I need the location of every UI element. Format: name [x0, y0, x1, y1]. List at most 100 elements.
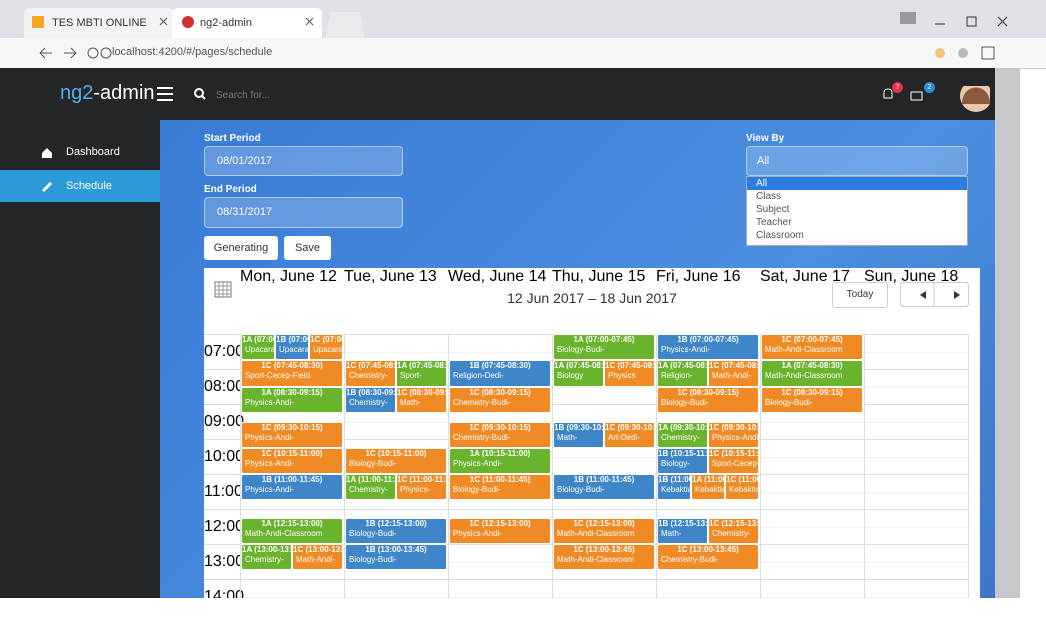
event[interactable]: 1B (12:15-13:00) Biology-Budi-: [345, 517, 447, 544]
event-body: Biology-Budi-: [349, 528, 397, 538]
event[interactable]: 1C (10:15-11:00)Sport-Cecep-: [708, 447, 759, 474]
search[interactable]: Search for...: [216, 90, 270, 101]
event[interactable]: 1C (10:15-11:00) Physics-Andi-: [241, 447, 343, 474]
event[interactable]: 1C (07:45-08:30)Chemistry-: [345, 360, 396, 387]
event-title: 1C (09:30-10:15): [469, 422, 531, 432]
event[interactable]: 1B (10:15-11:00)Biology-: [657, 447, 708, 474]
header-icons[interactable]: [880, 86, 990, 118]
event[interactable]: 1B (13:00-13:45) Biology-Budi-: [345, 544, 447, 571]
view-select[interactable]: All: [746, 146, 968, 176]
event[interactable]: 1C (10:15-11:00) Biology-Budi-: [345, 447, 447, 474]
brand[interactable]: ng2-admin: [60, 82, 155, 105]
today-button[interactable]: Today: [832, 282, 888, 308]
day-line: [448, 334, 449, 598]
event-body: Chemistry-: [712, 528, 751, 538]
event-title: 1A (12:15-13:00): [261, 518, 323, 528]
event-body: Art-Dedi-: [608, 432, 641, 442]
event[interactable]: 1B (09:30-10:15)Math-: [553, 421, 604, 448]
event[interactable]: 1A (07:45-08:30) Math-Andi-Classroom: [761, 360, 863, 387]
event[interactable]: 1C (07:00-07:45) Math-Andi-Classroom: [761, 334, 863, 361]
button[interactable]: Generating: [204, 236, 278, 260]
nav-buttons[interactable]: [900, 282, 970, 308]
event-body: Physics: [608, 371, 636, 381]
event[interactable]: 1C (08:30-09:15) Biology-Budi-: [761, 386, 863, 413]
option[interactable]: All: [747, 177, 967, 190]
event[interactable]: 1B (07:45-08:30) Religion-Dedi-: [449, 360, 551, 387]
event[interactable]: 1C (11:00-11:45) Biology-Budi-: [449, 474, 551, 501]
event-title: 1C (08:30-09:15): [781, 387, 843, 397]
event-title: 1C (12:15-13:00): [573, 518, 635, 528]
event-body: Biology-Budi-: [349, 555, 397, 564]
half-line: [240, 386, 968, 388]
event[interactable]: 1B (07:00-07:45) Physics-Andi-: [657, 334, 759, 361]
event[interactable]: 1C (12:15-13:00) Math-Andi-Classroom: [553, 517, 655, 544]
event[interactable]: 1A (07:45-08:30)Biology: [553, 360, 604, 387]
event-body: Religion-: [661, 371, 693, 381]
tab[interactable]: TES MBTI ONLINE: [24, 8, 174, 38]
event-title: 1C (07:45-08:30): [605, 361, 655, 371]
event-body: Kebaktian: [661, 485, 690, 494]
event[interactable]: 1C (12:15-13:00) Physics-Andi-: [449, 517, 551, 544]
event-title: 1B (07:00-07:45): [677, 335, 739, 344]
event[interactable]: 1C (13:00-13:45) Math-Andi-Classroom: [553, 544, 655, 571]
event[interactable]: 1C (08:30-09:15) Chemistry-Budi-: [449, 386, 551, 413]
event[interactable]: 1A (10:15-11:00) Physics-Andi-: [449, 447, 551, 474]
event[interactable]: 1B (11:00-11:45) Physics-Andi-: [241, 474, 343, 501]
tab[interactable]: ng2-admin: [172, 8, 322, 38]
day-line: [240, 334, 241, 598]
event[interactable]: 1A (07:45-08:30)Religion-: [657, 360, 708, 387]
event[interactable]: 1C (09:30-10:15)Physics-Andi-: [241, 421, 343, 448]
event-body: Chemistry-: [349, 371, 388, 381]
event-title: 1A (11:00-11:45): [692, 475, 725, 484]
event[interactable]: 1B (08:30-09:15)Chemistry-: [345, 386, 396, 413]
url[interactable]: localhost:4200/#/pages/schedule: [112, 46, 273, 58]
event[interactable]: 1A (07:00-07:45) Biology-Budi-: [553, 334, 655, 361]
calendar: 12 Jun 2017 – 18 Jun 2017 Today Mon, Jun…: [204, 268, 980, 598]
event-body: Math-: [400, 397, 421, 407]
event-body: Religion-Dedi-: [453, 371, 504, 381]
option[interactable]: Teacher: [747, 216, 967, 229]
event[interactable]: 1C (13:00-13:45) Chemistry-Budi-: [657, 544, 759, 571]
event[interactable]: 1A (08:30-09:15) Physics-Andi-: [241, 386, 343, 413]
event[interactable]: 1C (07:00-07:45)Upacara: [309, 334, 343, 361]
option[interactable]: Classroom: [747, 229, 967, 242]
event[interactable]: 1C (07:45-08:30) Sport-Cecep-Field: [241, 360, 343, 387]
event-title: 1C (07:45-08:30): [346, 361, 396, 371]
brand-a: ng2: [60, 82, 94, 104]
option[interactable]: Class: [747, 190, 967, 203]
event[interactable]: 1C (08:30-09:15) Biology-Budi-: [657, 386, 759, 413]
event[interactable]: 1C (07:45-08:30)Physics: [604, 360, 655, 387]
start-input[interactable]: 08/01/2017: [204, 146, 403, 176]
event[interactable]: 1A (07:00-07:45)Upacara: [241, 334, 275, 361]
event[interactable]: 1A (11:00-11:45)Kebaktian: [691, 474, 725, 501]
event[interactable]: 1A (07:45-08:30)Sport-: [396, 360, 447, 387]
event[interactable]: 1A (09:30-10:15)Chemistry-: [657, 421, 708, 448]
event[interactable]: 1C (13:00-13:45)Math-Andi-: [292, 544, 343, 571]
event[interactable]: 1C (09:30-10:15)Art-Dedi-: [604, 421, 655, 448]
event[interactable]: 1C (08:30-09:15)Math-: [396, 386, 447, 413]
button[interactable]: Save: [284, 236, 331, 260]
option[interactable]: Subject: [747, 203, 967, 216]
event[interactable]: 1B (11:00-11:45) Biology-Budi-: [553, 474, 655, 501]
event[interactable]: 1C (11:00-11:45)Physics-: [396, 474, 447, 501]
event[interactable]: 1C (12:15-13:00)Chemistry-: [708, 517, 759, 544]
event[interactable]: 1B (11:00-11:45)Kebaktian: [657, 474, 691, 501]
hour-label: 11:00: [204, 483, 243, 500]
menu-icons[interactable]: [155, 84, 215, 104]
event-body: Chemistry-Budi-: [661, 555, 719, 564]
event[interactable]: 1C (09:30-10:15) Chemistry-Budi-: [449, 421, 551, 448]
event[interactable]: 1C (11:00-11:45)Kebaktian: [725, 474, 759, 501]
nav-item[interactable]: Schedule: [0, 170, 160, 202]
nav-item[interactable]: Dashboard: [66, 146, 120, 158]
event[interactable]: 1A (13:00-13:45)Chemistry-: [241, 544, 292, 571]
event[interactable]: 1C (09:30-10:15)Physics-Andi-: [708, 421, 759, 448]
hour-label: 09:00: [204, 413, 245, 430]
event[interactable]: 1C (07:45-08:30)Math-Andi-: [708, 360, 759, 387]
event[interactable]: 1A (12:15-13:00) Math-Andi-Classroom: [241, 517, 343, 544]
scrollbar: [995, 68, 1020, 598]
end-input[interactable]: 08/31/2017: [204, 197, 403, 228]
day-line: [656, 334, 657, 598]
event[interactable]: 1A (11:00-11:45)Chemistry-: [345, 474, 396, 501]
event[interactable]: 1B (12:15-13:00)Math-: [657, 517, 708, 544]
event[interactable]: 1B (07:00-07:45)Upacara: [275, 334, 309, 361]
